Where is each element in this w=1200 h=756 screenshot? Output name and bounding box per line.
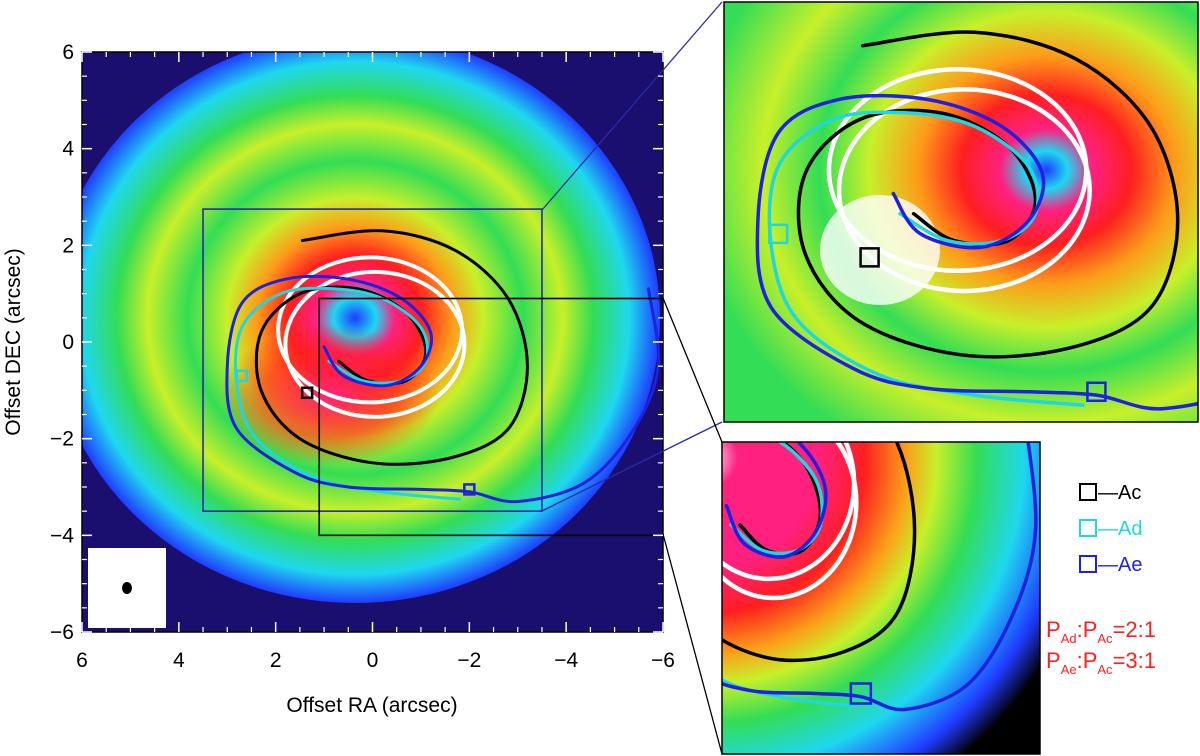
main-spiral-ae: [225, 274, 661, 504]
connector-line: [662, 533, 723, 755]
main-marker-ac: [300, 386, 314, 399]
y-tick-label: 6: [62, 41, 74, 64]
zoom-white-ring-1: [826, 66, 1089, 274]
y-tick-label: 0: [62, 331, 74, 354]
main-intensity-map: [82, 52, 663, 632]
x-tick-label: −6: [651, 649, 675, 672]
x-tick-label: −4: [554, 649, 578, 672]
inset-zoom-frame: [723, 1, 1199, 423]
outer-white-ring-1: [722, 442, 857, 582]
main-white-ring-0: [283, 269, 467, 419]
inset-outer-frame: [721, 441, 1041, 755]
x-axis-label: Offset RA (arcsec): [286, 694, 457, 717]
legend-marker-ad: [1079, 519, 1097, 537]
beam-ellipse: [122, 582, 132, 594]
main-white-ring-1: [276, 255, 465, 405]
y-tick-label: −6: [50, 621, 74, 644]
legend-label-ad: —Ad: [1098, 518, 1142, 540]
zoom-spiral-ae: [755, 93, 1198, 411]
zoom-marker-ac: [859, 247, 880, 268]
zoom-marker-ae: [1086, 381, 1107, 403]
outer-spiral-ae: [722, 442, 1038, 712]
legend-label-ac: —Ac: [1098, 482, 1141, 504]
outer-marker-ac: [722, 554, 723, 578]
main-marker-ad: [235, 369, 249, 383]
legend: —Ac —Ad —Ae: [1079, 482, 1142, 576]
outer-white-ring-0: [722, 442, 859, 601]
x-tick-label: 4: [173, 649, 185, 672]
period-ratio-ad: PAd:PAc=2:1: [1046, 617, 1156, 646]
x-tick-label: −2: [457, 649, 481, 672]
legend-marker-ae: [1079, 555, 1097, 573]
y-axis-label: Offset DEC (arcsec): [2, 248, 25, 435]
zoom-spiral-ac: [796, 30, 1180, 359]
x-tick-label: 6: [76, 649, 88, 672]
x-tick-label: 0: [367, 649, 379, 672]
legend-label-ae: —Ae: [1098, 554, 1142, 576]
connector-line: [541, 421, 723, 512]
legend-marker-ac: [1079, 483, 1097, 501]
zoom-white-ring-0: [836, 87, 1092, 294]
main-marker-ae: [463, 483, 476, 496]
connector-line: [662, 297, 723, 443]
inset-region-box-0: [202, 208, 543, 512]
outer-marker-ae: [849, 682, 873, 705]
zoom-spiral-ad: [767, 110, 1085, 407]
main-spiral-ac: [254, 229, 529, 466]
y-tick-label: 4: [62, 138, 74, 161]
period-ratio-ae: PAe:PAc=3:1: [1046, 648, 1156, 677]
y-tick-label: 2: [62, 234, 74, 257]
y-tick-label: −2: [50, 428, 74, 451]
connector-line: [541, 1, 723, 211]
y-tick-label: −4: [50, 524, 74, 547]
zoom-marker-ad: [767, 223, 789, 245]
inset-region-box-1: [318, 297, 663, 537]
x-tick-label: 2: [270, 649, 282, 672]
inset-zoom-image: [724, 2, 1198, 422]
